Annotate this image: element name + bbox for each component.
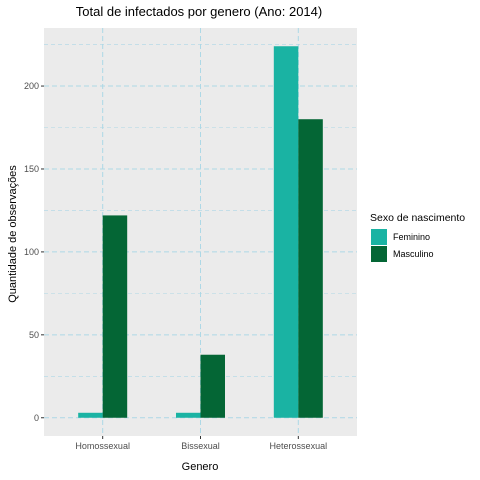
y-tick-label: 0 — [34, 413, 39, 423]
chart-title: Total de infectados por genero (Ano: 201… — [76, 4, 322, 19]
legend-title: Sexo de nascimento — [370, 212, 465, 224]
x-tick-label: Bissexual — [181, 441, 220, 451]
bar-feminino — [176, 412, 201, 418]
legend-label: Feminino — [393, 232, 430, 242]
y-axis: 0 50 100 150 200 — [24, 81, 44, 423]
y-tick-label: 100 — [24, 247, 39, 257]
legend-key-feminino — [371, 229, 387, 245]
bar-masculino — [298, 119, 323, 418]
legend: Sexo de nascimento Feminino Masculino — [370, 212, 465, 262]
y-axis-title: Quantidade de observações — [7, 165, 19, 303]
bar-feminino — [78, 412, 103, 418]
y-tick-label: 200 — [24, 81, 39, 91]
bars — [78, 46, 323, 418]
y-tick-label: 150 — [24, 164, 39, 174]
y-tick-label: 50 — [29, 330, 39, 340]
bar-feminino — [273, 46, 299, 418]
x-tick-label: Heterossexual — [270, 441, 328, 451]
x-axis: Homossexual Bissexual Heterossexual — [75, 436, 327, 451]
bar-masculino — [102, 215, 128, 418]
legend-key-masculino — [371, 246, 387, 262]
bar-masculino — [200, 354, 225, 418]
x-tick-label: Homossexual — [75, 441, 130, 451]
x-axis-title: Genero — [182, 461, 219, 473]
legend-label: Masculino — [393, 249, 434, 259]
